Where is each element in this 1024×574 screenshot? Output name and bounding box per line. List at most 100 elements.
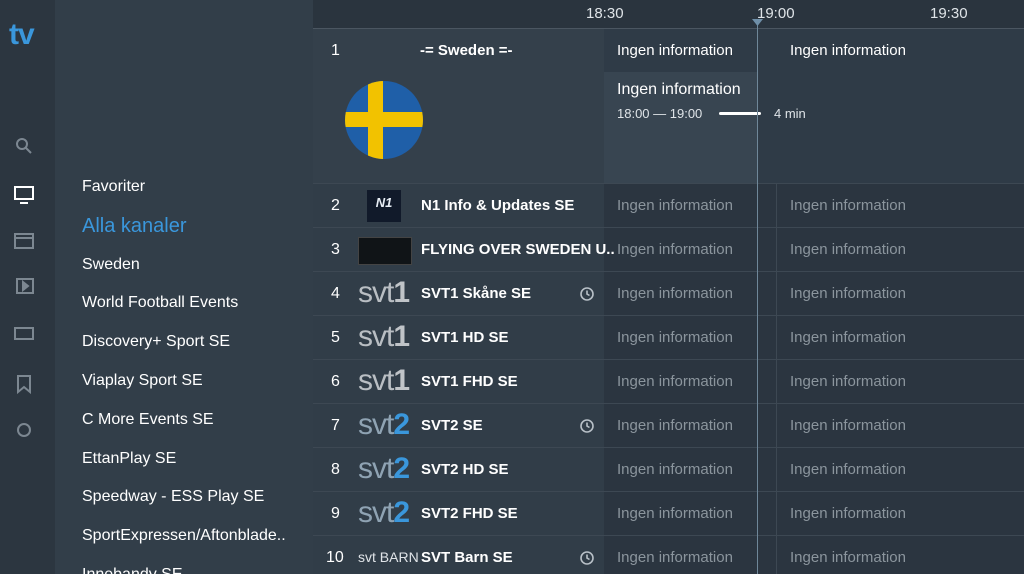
program-cell[interactable]: Ingen information xyxy=(790,417,906,434)
channel-name: N1 Info & Updates SE xyxy=(421,197,575,214)
cell-divider xyxy=(776,448,777,492)
time-label: 19:30 xyxy=(930,5,968,22)
program-cell[interactable]: Ingen information xyxy=(790,461,906,478)
channel-number: 2 xyxy=(331,197,340,214)
program-cell[interactable]: Ingen information xyxy=(617,461,733,478)
channel-list: 2 N1 N1 Info & Updates SE Ingen information… xyxy=(313,183,1024,574)
channel-number: 4 xyxy=(331,285,340,302)
progress-bar xyxy=(719,112,761,115)
channel-logo: svt1 xyxy=(358,364,410,397)
remaining-time: 4 min xyxy=(774,106,806,121)
channel-logo: svt1 xyxy=(358,320,410,353)
catchup-icon xyxy=(580,551,594,565)
cell-divider xyxy=(776,360,777,404)
category-item[interactable]: Sweden xyxy=(82,255,140,273)
channel-row[interactable]: 9 svt2 SVT2 FHD SE Ingen information Ingen i… xyxy=(313,491,1024,536)
channel-number: 5 xyxy=(331,329,340,346)
program-cell[interactable]: Ingen information xyxy=(790,241,906,258)
cell-divider xyxy=(776,316,777,360)
program-cell[interactable]: Ingen information xyxy=(617,241,733,258)
channel-column xyxy=(313,272,604,316)
category-item[interactable]: Speedway - ESS Play SE xyxy=(82,488,265,506)
flag xyxy=(345,81,423,159)
channel-column xyxy=(313,404,604,448)
channel-row[interactable]: 2 N1 N1 Info & Updates SE Ingen information… xyxy=(313,183,1024,228)
program-cell[interactable]: Ingen information xyxy=(617,505,733,522)
channel-number: 1 xyxy=(331,42,340,59)
channel-column xyxy=(313,360,604,404)
channel-number: 10 xyxy=(326,549,344,566)
program-cell[interactable]: Ingen information xyxy=(617,329,733,346)
selected-row[interactable]: 1 -= Sweden =- Ingen information Ingen info… xyxy=(313,29,1024,183)
catchup-icon xyxy=(580,287,594,301)
category-item[interactable]: Favoriter xyxy=(82,178,146,195)
program-title: Ingen information xyxy=(617,81,741,98)
now-marker xyxy=(752,19,763,26)
channel-column xyxy=(313,448,604,492)
channel-row[interactable]: 6 svt1 SVT1 FHD SE Ingen information Ingen i… xyxy=(313,359,1024,404)
channel-column xyxy=(313,492,604,536)
program-cell[interactable]: Ingen information xyxy=(617,285,733,302)
channel-name: SVT2 HD SE xyxy=(421,461,509,478)
cell-divider xyxy=(776,492,777,536)
cell-divider xyxy=(776,228,777,272)
channel-row[interactable]: 3 FLYING OVER SWEDEN U.. Ingen information… xyxy=(313,227,1024,272)
channel-logo: svt BARN xyxy=(358,549,419,565)
program-time: 18:00 — 19:00 xyxy=(617,106,703,121)
channel-row[interactable]: 4 svt1 SVT1 Skåne SE Ingen information Ingen… xyxy=(313,271,1024,316)
channel-name: SVT1 FHD SE xyxy=(421,373,518,390)
channel-column xyxy=(313,536,604,574)
program-cell[interactable]: Ingen information xyxy=(617,549,733,566)
cell-divider xyxy=(776,184,777,228)
channel-row[interactable]: 8 svt2 SVT2 HD SE Ingen information Ingen in… xyxy=(313,447,1024,492)
catchup-icon xyxy=(580,419,594,433)
program-cell[interactable]: Ingen information xyxy=(617,373,733,390)
category-item[interactable]: EttanPlay SE xyxy=(82,449,177,467)
category-item[interactable]: Viaplay Sport SE xyxy=(82,372,203,389)
channel-name: SVT1 Skåne SE xyxy=(421,285,532,302)
category-item[interactable]: World Football Events xyxy=(82,294,239,312)
cell-divider xyxy=(776,272,777,316)
program-cell[interactable]: Ingen information xyxy=(790,42,906,59)
cell-divider xyxy=(776,404,777,448)
channel-logo: svt2 xyxy=(358,496,410,529)
channel-number: 8 xyxy=(331,461,340,478)
category-panel: Favoriter Alla kanaler Sweden World Footbal… xyxy=(55,0,313,574)
program-cell[interactable]: Ingen information xyxy=(617,42,733,59)
program-cell[interactable]: Ingen information xyxy=(790,505,906,522)
category-item[interactable]: C More Events SE xyxy=(82,410,214,428)
channel-name: SVT Barn SE xyxy=(421,549,513,566)
channel-number: 3 xyxy=(331,241,340,258)
channel-column xyxy=(313,184,604,228)
program-cell[interactable]: Ingen information xyxy=(617,417,733,434)
nav-icons[interactable] xyxy=(12,130,36,450)
channel-logo: svt2 xyxy=(358,408,410,441)
timeline-header: 18:30 19:00 19:30 xyxy=(313,0,1024,29)
program-cell[interactable]: Ingen information xyxy=(790,329,906,346)
channel-name: SVT2 SE xyxy=(421,417,483,434)
channel-number: 7 xyxy=(331,417,340,434)
channel-number: 6 xyxy=(331,373,340,390)
channel-name: SVT2 FHD SE xyxy=(421,505,518,522)
program-cell[interactable]: Ingen information xyxy=(790,549,906,566)
category-item[interactable]: Alla kanaler xyxy=(82,214,187,237)
channel-row[interactable]: 5 svt1 SVT1 HD SE Ingen information Ingen in… xyxy=(313,315,1024,360)
category-item[interactable]: Innebandy SE xyxy=(82,566,183,574)
channel-logo: N1 xyxy=(367,190,401,222)
channel-row[interactable]: 7 svt2 SVT2 SE Ingen information Ingen infor… xyxy=(313,403,1024,448)
program-cell[interactable]: Ingen information xyxy=(790,197,906,214)
time-label: 19:00 xyxy=(757,5,795,22)
now-line xyxy=(757,24,758,574)
flag-cross-v xyxy=(368,81,383,159)
category-item[interactable]: SportExpressen/Aftonblade.. xyxy=(82,527,286,545)
channel-column xyxy=(313,316,604,360)
program-cell[interactable]: Ingen information xyxy=(790,373,906,390)
channel-row[interactable]: 10 svt BARN SVT Barn SE Ingen information In… xyxy=(313,535,1024,574)
category-item[interactable]: Discovery+ Sport SE xyxy=(82,333,231,351)
program-cell[interactable]: Ingen information xyxy=(790,285,906,302)
program-cell[interactable]: Ingen information xyxy=(617,197,733,214)
channel-logo: svt2 xyxy=(358,452,410,485)
app-logo: tv xyxy=(9,18,35,51)
channel-thumbnail xyxy=(358,237,412,265)
